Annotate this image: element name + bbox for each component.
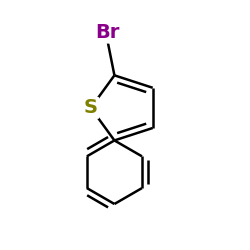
Text: S: S [84, 98, 98, 117]
Text: Br: Br [95, 23, 119, 42]
